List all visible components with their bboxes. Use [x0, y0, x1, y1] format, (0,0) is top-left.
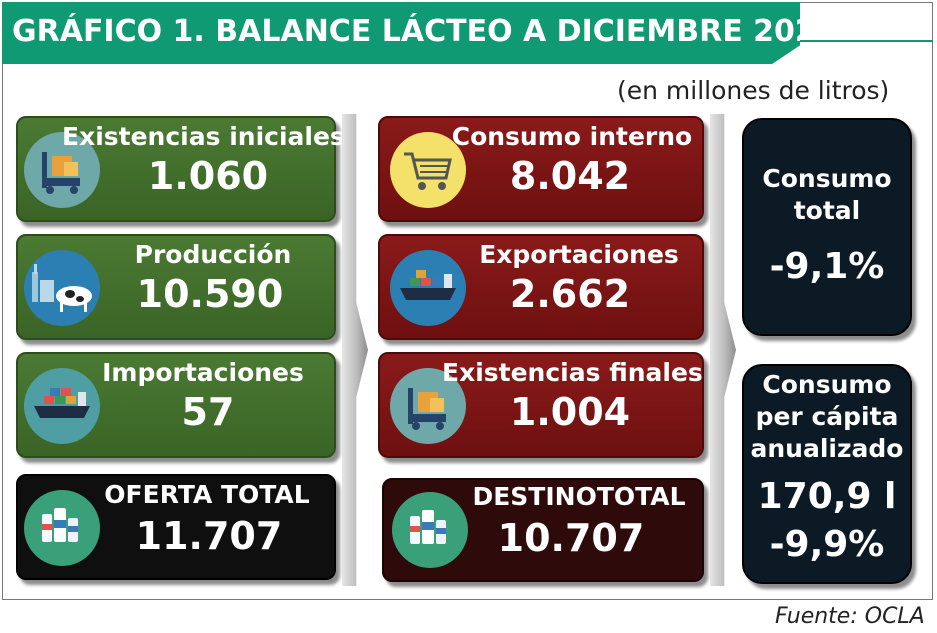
- importaciones-label: Importaciones: [102, 358, 304, 387]
- title-rule: [800, 40, 933, 42]
- source-note: Fuente: OCLA: [775, 604, 925, 629]
- existencias-iniciales-label: Existencias iniciales: [62, 122, 345, 151]
- shopping-cart-icon: [390, 132, 466, 208]
- card-consumo-per-capita: Consumo per cápita anualizado 170,9 l -9…: [742, 364, 912, 584]
- importaciones-value: 57: [181, 390, 235, 434]
- card-destino-total: DESTINOTOTAL 10.707: [382, 478, 704, 582]
- consumo-total-label-line1: Consumo: [762, 164, 892, 193]
- destino-total-label: DESTINOTOTAL: [472, 482, 686, 511]
- per-capita-change: -9,9%: [769, 524, 885, 565]
- existencias-finales-label: Existencias finales: [442, 358, 703, 387]
- card-oferta-total: OFERTA TOTAL 11.707: [16, 474, 336, 580]
- chart-title: GRÁFICO 1. BALANCE LÁCTEO A DICIEMBRE 20…: [12, 14, 837, 49]
- consumo-total-label-line2: total: [793, 196, 861, 225]
- per-capita-label-line3: anualizado: [750, 434, 904, 463]
- forklift-icon: [390, 368, 466, 444]
- consumo-interno-value: 8.042: [509, 154, 631, 198]
- per-capita-label-line2: per cápita: [755, 402, 899, 431]
- cargo-ship-icon: [24, 368, 100, 444]
- title-band: GRÁFICO 1. BALANCE LÁCTEO A DICIEMBRE 20…: [2, 2, 800, 64]
- consumo-interno-label: Consumo interno: [451, 122, 693, 151]
- destino-total-value: 10.707: [497, 516, 645, 560]
- unit-note: (en millones de litros): [617, 76, 890, 105]
- dairy-products-icon: [24, 490, 100, 566]
- cargo-ship-icon: [390, 250, 466, 326]
- existencias-finales-value: 1.004: [509, 390, 631, 434]
- exportaciones-label: Exportaciones: [479, 240, 679, 269]
- existencias-iniciales-value: 1.060: [147, 154, 269, 198]
- produccion-label: Producción: [134, 240, 292, 269]
- oferta-total-value: 11.707: [135, 514, 283, 558]
- produccion-value: 10.590: [136, 272, 284, 316]
- dairy-products-icon: [392, 492, 468, 568]
- per-capita-label-line1: Consumo: [762, 370, 892, 399]
- per-capita-value: 170,9 l: [757, 476, 897, 517]
- card-existencias-iniciales: Existencias iniciales 1.060: [16, 116, 345, 222]
- card-consumo-interno: Consumo interno 8.042: [378, 116, 704, 222]
- card-exportaciones: Exportaciones 2.662: [378, 234, 704, 340]
- card-existencias-finales: Existencias finales 1.004: [378, 352, 704, 458]
- card-consumo-total: Consumo total -9,1%: [742, 118, 912, 336]
- card-importaciones: Importaciones 57: [16, 352, 336, 458]
- card-produccion: Producción 10.590: [16, 234, 336, 340]
- dairy-farm-cow-icon: [24, 250, 100, 326]
- consumo-total-value: -9,1%: [769, 246, 885, 287]
- exportaciones-value: 2.662: [509, 272, 631, 316]
- forklift-icon: [24, 132, 100, 208]
- oferta-total-label: OFERTA TOTAL: [104, 480, 310, 509]
